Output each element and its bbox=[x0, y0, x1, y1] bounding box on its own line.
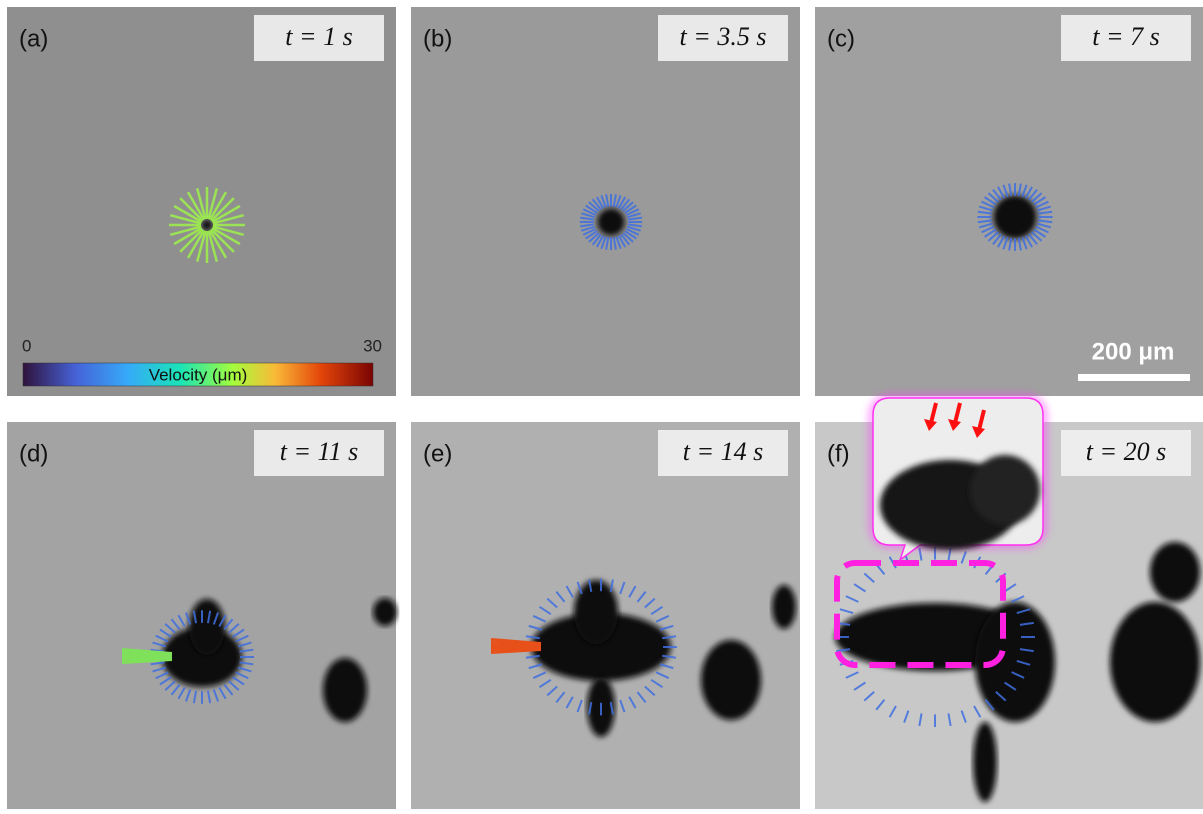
time-label: t = 3.5 s bbox=[680, 22, 767, 51]
particle-blob bbox=[323, 658, 367, 722]
panel-image bbox=[411, 7, 800, 396]
particle-blob bbox=[201, 219, 213, 231]
velocity-arrow bbox=[122, 655, 172, 656]
panel: (b) t = 3.5 s bbox=[411, 7, 800, 396]
panel: (a) t = 1 s bbox=[7, 7, 396, 396]
particle-blob bbox=[597, 208, 625, 236]
particle-blob bbox=[189, 599, 225, 655]
particle-blob bbox=[701, 640, 761, 720]
inset-blob bbox=[970, 455, 1040, 525]
colorbar-max: 30 bbox=[363, 336, 382, 355]
panel-label: (f) bbox=[827, 440, 850, 467]
particle-blob bbox=[772, 585, 796, 629]
time-label: t = 20 s bbox=[1086, 437, 1166, 466]
particle-blob bbox=[373, 598, 397, 626]
particle-blob bbox=[1150, 542, 1200, 602]
scale-bar-label: 200 μm bbox=[1092, 338, 1175, 365]
panel: (d) t = 11 s bbox=[7, 422, 397, 809]
particle-blob bbox=[993, 195, 1037, 239]
velocity-arrow bbox=[491, 645, 541, 646]
panel-label: (a) bbox=[19, 25, 48, 52]
time-label: t = 7 s bbox=[1092, 22, 1159, 51]
particle-blob bbox=[973, 722, 997, 802]
particle-blob bbox=[1110, 602, 1200, 722]
colorbar-title: Velocity (μm) bbox=[149, 365, 248, 384]
time-label: t = 14 s bbox=[683, 437, 763, 466]
panel: (e) t = 14 s bbox=[411, 422, 800, 809]
figure: (a) t = 1 s (b) t = 3.5 s (c) t = 7 s (d) t = 1… bbox=[0, 0, 1203, 809]
scale-bar bbox=[1078, 374, 1190, 381]
colorbar-min: 0 bbox=[22, 336, 31, 355]
panel-label: (b) bbox=[423, 25, 452, 52]
time-label: t = 1 s bbox=[285, 22, 352, 51]
panel-label: (c) bbox=[827, 25, 855, 52]
panel-label: (e) bbox=[423, 440, 452, 467]
panel-label: (d) bbox=[19, 440, 48, 467]
time-label: t = 11 s bbox=[280, 437, 358, 466]
